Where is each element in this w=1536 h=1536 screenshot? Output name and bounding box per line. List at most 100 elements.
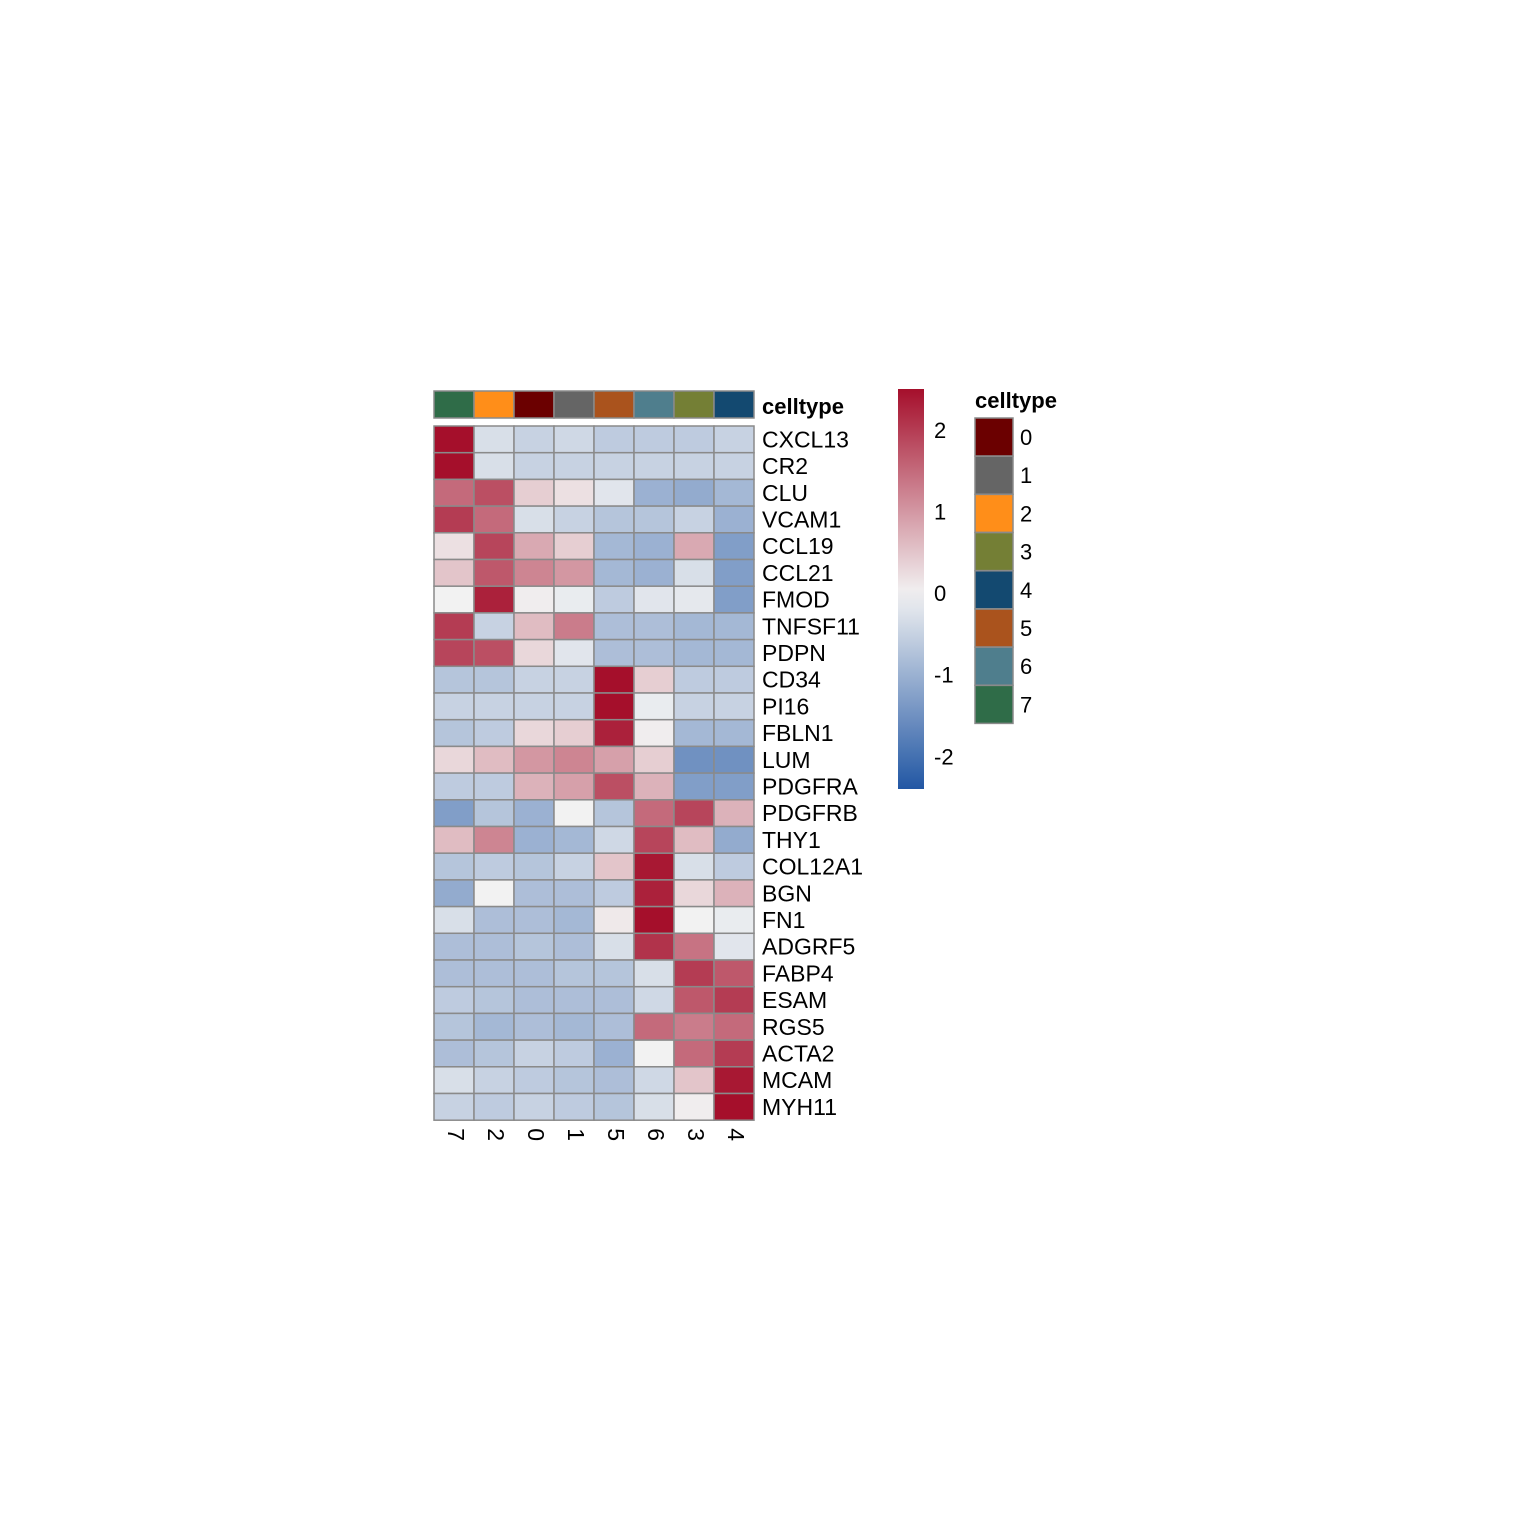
row-label-MYH11: MYH11 <box>762 1094 837 1120</box>
row-label-BGN: BGN <box>762 880 812 906</box>
heatmap-cell-MCAM-1 <box>553 1066 595 1095</box>
heatmap-cell-THY1-7 <box>433 825 475 854</box>
heatmap-cell-PDPN-2 <box>473 638 515 668</box>
heatmap-cell-PDGFRA-1 <box>553 772 595 801</box>
heatmap-cell-BGN-2 <box>473 879 515 908</box>
heatmap-cell-CCL19-6 <box>633 532 675 561</box>
heatmap-cell-PI16-3 <box>673 692 715 721</box>
heatmap-cell-MCAM-6 <box>633 1066 675 1095</box>
heatmap-cell-FMOD-0 <box>513 585 555 614</box>
heatmap-cell-CR2-2 <box>473 451 515 481</box>
legend-swatch-6 <box>974 646 1014 686</box>
heatmap-cell-PI16-2 <box>473 692 515 721</box>
legend-swatch-1 <box>974 455 1014 495</box>
heatmap-cell-MYH11-6 <box>633 1092 675 1121</box>
heatmap-cell-FMOD-5 <box>593 585 635 614</box>
heatmap-cell-ESAM-5 <box>593 985 635 1015</box>
heatmap-cell-PDPN-3 <box>673 638 715 668</box>
row-label-COL12A1: COL12A1 <box>762 854 863 880</box>
heatmap-cell-CCL19-0 <box>513 532 555 561</box>
heatmap-cell-CLU-5 <box>593 478 635 507</box>
heatmap-cell-TNFSF11-1 <box>553 612 595 641</box>
colorbar-tick-label: 0 <box>934 581 946 606</box>
legend-label-4: 4 <box>1020 578 1032 603</box>
heatmap-cell-PDGFRA-6 <box>633 772 675 801</box>
heatmap-cell-CCL21-0 <box>513 558 555 587</box>
heatmap-cell-PDPN-5 <box>593 638 635 668</box>
heatmap-cell-COL12A1-5 <box>593 852 635 881</box>
heatmap-cell-TNFSF11-6 <box>633 612 675 641</box>
heatmap-cells <box>433 425 755 1121</box>
heatmap-cell-MCAM-3 <box>673 1066 715 1095</box>
heatmap-cell-PDGFRA-7 <box>433 772 475 801</box>
heatmap-cell-CXCL13-4 <box>713 425 755 454</box>
row-label-LUM: LUM <box>762 747 811 773</box>
celltype-annotation-bar <box>433 390 755 419</box>
annotation-cell-2 <box>473 390 515 419</box>
heatmap-cell-BGN-1 <box>553 879 595 908</box>
row-labels: CXCL13CR2CLUVCAM1CCL19CCL21FMODTNFSF11PD… <box>762 426 863 1120</box>
heatmap-cell-TNFSF11-4 <box>713 612 755 641</box>
heatmap-cell-BGN-7 <box>433 879 475 908</box>
colorbar-gradient <box>898 389 924 789</box>
heatmap-cell-FMOD-6 <box>633 585 675 614</box>
heatmap-cell-CLU-3 <box>673 478 715 507</box>
annotation-cell-0 <box>513 390 555 419</box>
heatmap-cell-ADGRF5-2 <box>473 932 515 961</box>
heatmap-cell-CLU-2 <box>473 478 515 507</box>
column-label-5: 5 <box>603 1128 629 1141</box>
heatmap-cell-CCL21-2 <box>473 558 515 587</box>
heatmap-cell-CCL21-5 <box>593 558 635 587</box>
heatmap-cell-CD34-2 <box>473 665 515 694</box>
heatmap-cell-MCAM-7 <box>433 1066 475 1095</box>
heatmap-cell-LUM-3 <box>673 745 715 774</box>
legend-label-3: 3 <box>1020 540 1032 565</box>
heatmap-cell-CCL21-4 <box>713 558 755 587</box>
legend-title: celltype <box>975 388 1057 413</box>
heatmap-cell-CXCL13-7 <box>433 425 475 454</box>
legend-swatch-7 <box>974 684 1014 725</box>
heatmap-cell-FN1-2 <box>473 905 515 935</box>
heatmap-cell-FABP4-1 <box>553 959 595 988</box>
annotation-cell-5 <box>593 390 635 419</box>
heatmap-cell-MYH11-7 <box>433 1092 475 1121</box>
heatmap-cell-FN1-0 <box>513 905 555 935</box>
heatmap-cell-MYH11-5 <box>593 1092 635 1121</box>
heatmap-cell-PDGFRA-5 <box>593 772 635 801</box>
column-label-1: 1 <box>563 1128 589 1141</box>
heatmap-cell-PDGFRB-0 <box>513 799 555 828</box>
heatmap-cell-FBLN1-0 <box>513 718 555 748</box>
heatmap-cell-PDPN-0 <box>513 638 555 668</box>
heatmap-cell-RGS5-3 <box>673 1012 715 1041</box>
heatmap-cell-TNFSF11-3 <box>673 612 715 641</box>
row-label-PI16: PI16 <box>762 693 809 719</box>
column-label-3: 3 <box>683 1128 709 1141</box>
row-label-VCAM1: VCAM1 <box>762 506 841 532</box>
heatmap-cell-CCL19-4 <box>713 532 755 561</box>
heatmap-cell-PDPN-4 <box>713 638 755 668</box>
heatmap-cell-PDGFRB-6 <box>633 799 675 828</box>
heatmap-cell-PDGFRB-2 <box>473 799 515 828</box>
heatmap-cell-ADGRF5-1 <box>553 932 595 961</box>
heatmap-cell-LUM-0 <box>513 745 555 774</box>
heatmap-cell-LUM-2 <box>473 745 515 774</box>
heatmap-cell-THY1-5 <box>593 825 635 854</box>
heatmap-cell-ADGRF5-4 <box>713 932 755 961</box>
heatmap-cell-RGS5-5 <box>593 1012 635 1041</box>
heatmap-cell-VCAM1-5 <box>593 505 635 534</box>
legend-label-1: 1 <box>1020 463 1032 488</box>
colorbar-tick-label: 1 <box>934 499 946 524</box>
heatmap-cell-MCAM-2 <box>473 1066 515 1095</box>
heatmap-cell-CD34-4 <box>713 665 755 694</box>
heatmap-cell-FBLN1-2 <box>473 718 515 748</box>
heatmap-cell-FMOD-4 <box>713 585 755 614</box>
heatmap-cell-CD34-3 <box>673 665 715 694</box>
heatmap-cell-VCAM1-4 <box>713 505 755 534</box>
heatmap-cell-COL12A1-6 <box>633 852 675 881</box>
heatmap-cell-CXCL13-0 <box>513 425 555 454</box>
heatmap-cell-FABP4-5 <box>593 959 635 988</box>
heatmap-cell-FBLN1-6 <box>633 718 675 748</box>
heatmap-cell-MYH11-3 <box>673 1092 715 1121</box>
heatmap-cell-PDGFRA-4 <box>713 772 755 801</box>
annotation-cell-3 <box>673 390 715 419</box>
